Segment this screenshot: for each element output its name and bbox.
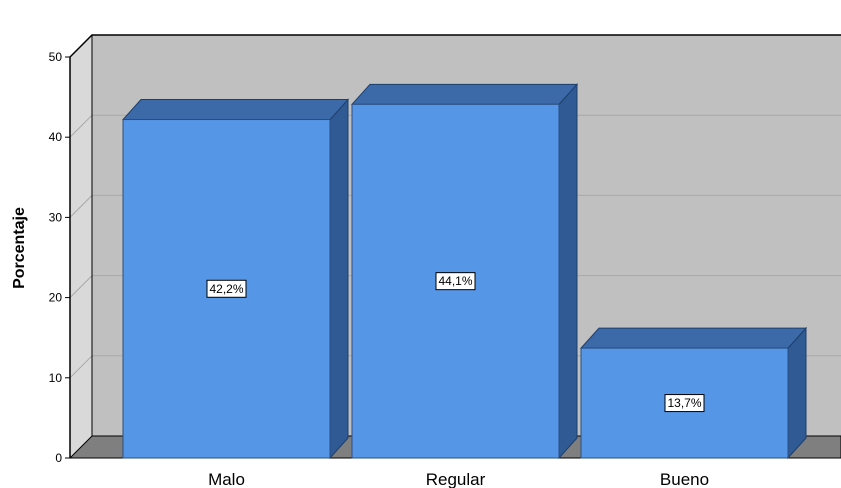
bar-top xyxy=(121,99,350,121)
data-label-malo: 42,2% xyxy=(206,279,247,298)
category-labels: Malo Regular Bueno xyxy=(208,470,709,488)
data-label-regular: 44,1% xyxy=(435,272,476,291)
bar-side xyxy=(787,326,807,460)
data-label-text: 44,1% xyxy=(438,274,472,288)
data-labels: 42,2% 44,1% 13,7% xyxy=(206,272,705,413)
data-label-text: 13,7% xyxy=(667,396,701,410)
y-tick-label: 20 xyxy=(49,291,63,305)
y-axis-title: Porcentaje xyxy=(11,207,28,289)
bars xyxy=(121,83,808,460)
gridline-diagonal xyxy=(69,355,93,379)
y-tick-label: 30 xyxy=(49,210,63,224)
bar-bueno xyxy=(579,326,808,460)
bar-side xyxy=(558,83,578,460)
bar-malo xyxy=(121,98,350,460)
bar-side xyxy=(329,98,349,460)
y-tick-label: 40 xyxy=(49,130,63,144)
x-category-label: Bueno xyxy=(660,470,709,488)
bar-regular xyxy=(350,83,579,460)
data-label-box xyxy=(206,279,247,298)
gridline-diagonal xyxy=(69,275,93,298)
gridline-diagonal xyxy=(69,114,93,138)
data-label-text: 42,2% xyxy=(209,282,243,296)
bar-top xyxy=(579,327,808,349)
y-tick-label: 50 xyxy=(49,50,63,64)
y-tick-label: 10 xyxy=(49,371,63,385)
data-label-box xyxy=(664,394,705,413)
data-label-bueno: 13,7% xyxy=(664,394,705,413)
bar-top xyxy=(350,83,579,105)
y-axis: 0 10 20 30 40 50 xyxy=(49,34,841,465)
x-category-label: Regular xyxy=(426,470,486,488)
data-label-box xyxy=(435,272,476,291)
side-wall xyxy=(70,35,92,458)
y-tick-label: 0 xyxy=(55,451,62,465)
wall-outline xyxy=(69,34,841,458)
gridline-diagonal xyxy=(69,195,93,218)
x-category-label: Malo xyxy=(208,470,245,488)
